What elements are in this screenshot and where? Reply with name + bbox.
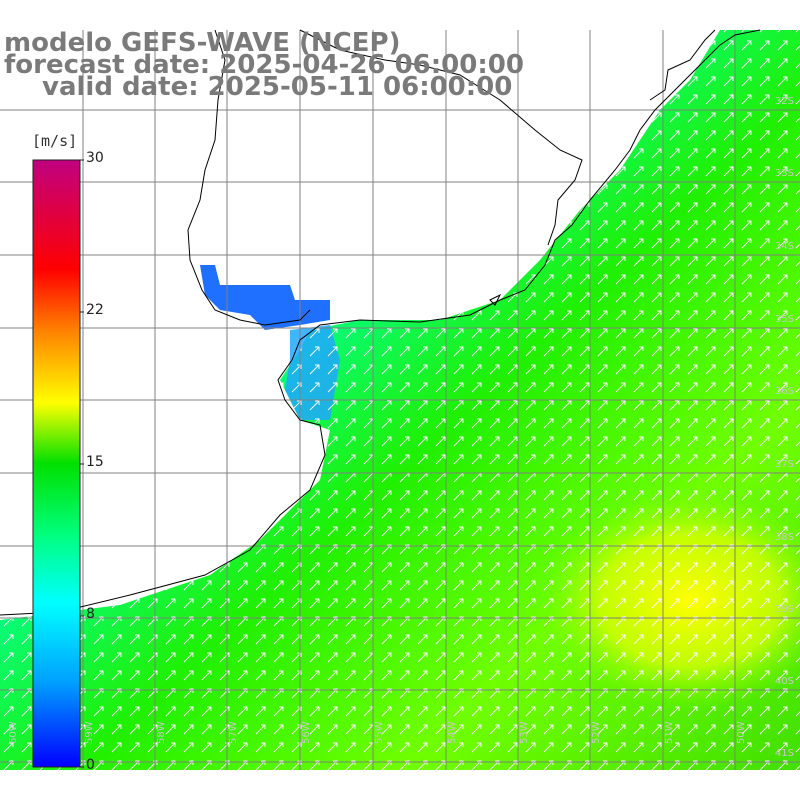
lat-label: 38S (774, 532, 794, 543)
lat-lon-grid (0, 30, 800, 770)
lat-label: 34S (774, 241, 794, 252)
colorbar-tick: 0 (86, 757, 95, 773)
colorbar-ramp (32, 159, 81, 768)
colorbar-tick: 8 (86, 606, 95, 622)
lon-label: 51W (664, 721, 675, 744)
lon-label: 55W (374, 721, 385, 744)
lat-label: 35S (774, 314, 794, 325)
lat-label: 32S (774, 96, 794, 107)
border-uruguay (187, 29, 311, 326)
lagoa-dos-patos (649, 29, 716, 101)
lon-label: 52W (591, 721, 602, 744)
lon-label: 59W (84, 721, 95, 744)
border-brazil-uruguay (299, 29, 583, 246)
lon-label: 54W (447, 721, 458, 744)
lon-label: 58W (156, 721, 167, 744)
colorbar-unit: [m/s] (32, 132, 78, 150)
lon-label: 56W (301, 721, 312, 744)
lat-label: 36S (774, 386, 794, 397)
coastline-uruguay-brazil (0, 29, 761, 616)
lon-label: 50W (736, 721, 747, 744)
lat-label: 39S (774, 604, 794, 615)
lon-label: 60W (8, 721, 19, 744)
lat-label: 37S (774, 459, 794, 470)
lat-label: 41S (774, 748, 794, 759)
coastlines (0, 29, 761, 616)
lat-label: 40S (774, 676, 794, 687)
forecast-date: forecast date: 2025-04-26 06:00:00 (4, 50, 524, 80)
colorbar-tick: 30 (86, 150, 104, 166)
lon-label: 57W (228, 721, 239, 744)
colorbar-tick: 15 (86, 454, 104, 470)
estuary-low-speed (200, 265, 330, 330)
valid-date: valid date: 2025-05-11 06:00:00 (42, 72, 513, 102)
lagoa-mirim (489, 293, 502, 306)
lat-label: 33S (774, 168, 794, 179)
lon-label: 53W (519, 721, 530, 744)
colorbar (32, 159, 84, 768)
colorbar-tick: 22 (86, 302, 104, 318)
model-title: modelo GEFS-WAVE (NCEP) (4, 28, 401, 58)
